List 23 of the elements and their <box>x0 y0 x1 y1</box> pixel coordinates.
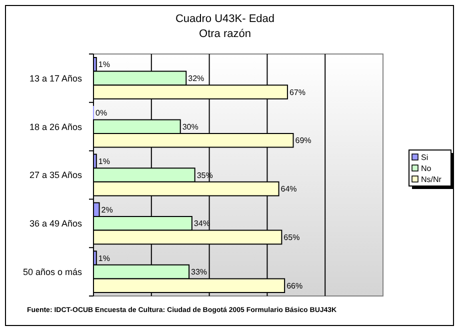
data-label: 65% <box>284 232 300 242</box>
data-label: 2% <box>101 205 113 214</box>
legend-label: No <box>421 164 432 173</box>
y-tick-label: 27 a 35 Años <box>29 170 82 180</box>
chart-subtitle: Otra razón <box>199 28 251 40</box>
legend-label: Si <box>421 152 428 162</box>
data-label: 32% <box>188 74 204 83</box>
data-label: 1% <box>98 254 110 263</box>
y-tick-label: 36 a 49 Años <box>29 218 82 229</box>
data-label: 64% <box>280 184 297 194</box>
chart-title: Cuadro U43K- Edad <box>175 13 275 25</box>
data-label: 1% <box>98 157 110 166</box>
data-label: 67% <box>289 88 306 97</box>
data-label: 69% <box>295 136 312 146</box>
data-label: 1% <box>98 60 110 70</box>
data-label: 0% <box>96 108 108 118</box>
y-tick-label: 18 a 26 Años <box>29 122 82 132</box>
y-tick-label: 50 años o más <box>22 266 82 277</box>
data-label: 30% <box>182 122 198 132</box>
legend-label: Ns/Nr <box>421 174 442 184</box>
data-label: 66% <box>286 281 303 290</box>
data-label: 33% <box>191 268 208 277</box>
y-tick-label: 13 a 17 Años <box>29 73 82 84</box>
